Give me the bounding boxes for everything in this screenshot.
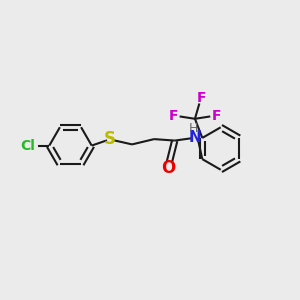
Text: H: H (189, 122, 198, 135)
Text: F: F (196, 91, 206, 105)
Text: N: N (188, 130, 201, 145)
Text: F: F (168, 110, 178, 123)
Text: Cl: Cl (21, 139, 35, 153)
Text: F: F (212, 110, 221, 123)
Text: S: S (104, 130, 116, 148)
Text: O: O (161, 159, 175, 177)
